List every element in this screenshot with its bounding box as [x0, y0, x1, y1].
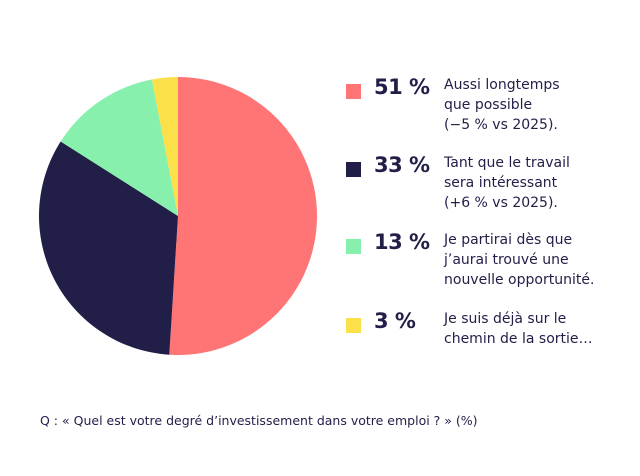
legend-text: Tant que le travail sera intéressant (+6 %… [444, 153, 570, 213]
legend-line: j’aurai trouvé une [444, 252, 569, 268]
footnote: Q : « Quel est votre degré d’investissem… [40, 413, 478, 428]
legend-line: Tant que le travail [444, 155, 570, 171]
legend-line: Aussi longtemps [444, 77, 560, 93]
value-label: 3 % [374, 309, 416, 333]
legend-line: Je partirai dès que [444, 232, 573, 248]
legend-line: chemin de la sortie… [444, 331, 593, 347]
legend-swatch [346, 239, 361, 254]
value-label: 13 % [374, 230, 430, 254]
legend-swatch [346, 84, 361, 99]
pie-slice [169, 77, 318, 355]
value-label: 33 % [374, 153, 430, 177]
legend-text: Aussi longtemps que possible (−5 % vs 2025… [444, 75, 560, 135]
pie-slice [151, 77, 178, 216]
legend-line: sera intéressant [444, 175, 558, 191]
legend-line: nouvelle opportunité. [444, 272, 595, 288]
pie-slice [60, 79, 178, 217]
value-label: 51 % [374, 75, 430, 99]
legend-line: Je suis déjà sur le [444, 311, 567, 327]
legend-line: (−5 % vs 2025). [444, 117, 558, 133]
legend-swatch [346, 162, 361, 177]
legend-text: Je suis déjà sur le chemin de la sortie… [444, 309, 593, 349]
legend-swatch [346, 318, 361, 333]
pie-slice [39, 141, 179, 355]
legend-line: (+6 % vs 2025). [444, 195, 558, 211]
legend-text: Je partirai dès que j’aurai trouvé une nou… [444, 230, 594, 290]
legend-line: que possible [444, 97, 533, 113]
